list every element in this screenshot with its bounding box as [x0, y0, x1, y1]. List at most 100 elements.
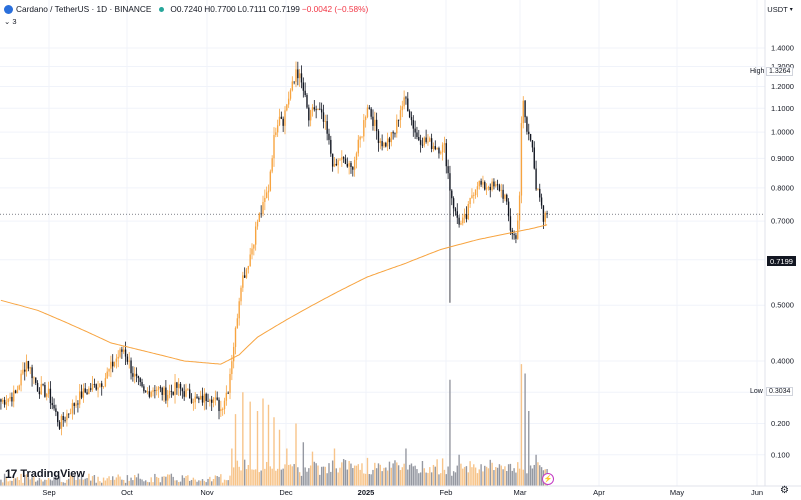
candle — [421, 137, 424, 148]
candle — [278, 108, 281, 127]
candle — [130, 357, 132, 380]
price-tick-label: 0.4000 — [771, 357, 794, 366]
candle — [273, 127, 275, 167]
volume-bar — [385, 467, 387, 486]
candle — [375, 112, 378, 140]
volume-bar — [221, 482, 224, 486]
candle — [104, 372, 107, 388]
chevron-down-icon: ⌄ — [4, 17, 11, 26]
candle — [396, 114, 398, 138]
volume-bar — [357, 464, 360, 486]
candle — [152, 387, 154, 397]
volume-bar — [392, 463, 394, 486]
candle — [388, 136, 391, 150]
volume-bar — [436, 459, 438, 486]
candle — [372, 109, 374, 131]
volume-bar — [368, 474, 371, 486]
volume-bar — [322, 466, 325, 486]
tradingview-logo[interactable]: 17 TradingView — [5, 467, 85, 481]
candle — [412, 115, 414, 137]
low-tag: Low 0.3034 — [750, 386, 794, 397]
flash-icon[interactable]: ⚡ — [542, 473, 554, 485]
candle — [170, 384, 173, 398]
candle — [441, 142, 444, 161]
volume-bar — [2, 482, 4, 486]
volume-bar — [517, 462, 519, 486]
volume-bar — [86, 478, 88, 486]
candle — [247, 265, 250, 274]
volume-bar — [210, 481, 213, 486]
volume-bar — [502, 469, 504, 486]
volume-bar — [506, 470, 508, 486]
candle — [317, 108, 319, 111]
candle — [520, 116, 523, 204]
volume-bar — [88, 473, 90, 486]
volume-bar — [482, 471, 484, 486]
candle — [68, 413, 70, 419]
volume-bar — [42, 481, 44, 486]
volume-bar — [159, 482, 162, 486]
candle — [476, 181, 479, 198]
volume-bar — [93, 474, 96, 486]
volume-bar — [95, 482, 97, 486]
volume-bar — [287, 464, 290, 486]
gear-icon[interactable]: ⚙ — [780, 485, 789, 496]
volume-bar — [377, 463, 380, 486]
candle — [97, 380, 99, 398]
time-tick-label: May — [670, 488, 684, 497]
volume-bar — [236, 460, 239, 486]
candle — [319, 102, 321, 111]
moving-average-line — [0, 224, 548, 365]
volume-bar — [460, 463, 462, 486]
volume-bar — [511, 470, 513, 486]
candle — [269, 169, 272, 192]
volume-bar — [196, 481, 198, 486]
volume-bar — [128, 480, 130, 486]
volume-bar — [7, 481, 9, 486]
candle — [223, 397, 226, 415]
volume-bar — [77, 476, 79, 486]
volume-bar — [115, 477, 118, 486]
indicators-toggle[interactable]: ⌄ 3 — [4, 17, 17, 26]
volume-bar — [423, 468, 425, 486]
volume-bar — [518, 468, 521, 486]
volume-bar — [132, 480, 134, 486]
candle — [436, 147, 438, 150]
volume-bar — [227, 480, 229, 486]
currency-selector[interactable]: USDT ▾ — [765, 3, 795, 15]
candle — [540, 193, 543, 209]
symbol-title[interactable]: Cardano / TetherUS · 1D · BINANCE — [16, 4, 152, 14]
volume-bar — [190, 479, 193, 486]
volume-bar — [157, 477, 160, 486]
volume-bar — [265, 461, 268, 486]
volume-bar — [467, 472, 469, 486]
candle — [537, 187, 539, 191]
price-tick-label: 1.3000 — [771, 62, 794, 71]
candle — [300, 65, 303, 89]
volume-bar — [311, 451, 314, 486]
candle — [154, 385, 156, 399]
candle — [209, 398, 211, 407]
volume-bar — [258, 472, 261, 486]
volume-bar — [9, 480, 11, 486]
volume-bar — [91, 476, 94, 486]
candle — [207, 393, 209, 403]
candle — [337, 158, 339, 174]
volume-bar — [101, 482, 103, 486]
candle — [185, 383, 187, 398]
candle — [77, 400, 79, 413]
low-tag-label: Low — [750, 388, 763, 395]
volume-bar — [240, 470, 242, 486]
time-tick-label: Mar — [514, 488, 527, 497]
candle — [381, 134, 383, 151]
candle — [282, 116, 284, 132]
candle — [112, 354, 114, 373]
volume-bar — [388, 461, 391, 486]
candle — [438, 146, 440, 159]
candle — [469, 197, 471, 208]
brand-name: TradingView — [20, 468, 85, 480]
candle — [342, 156, 345, 163]
candle — [210, 395, 213, 411]
candle — [220, 400, 222, 418]
